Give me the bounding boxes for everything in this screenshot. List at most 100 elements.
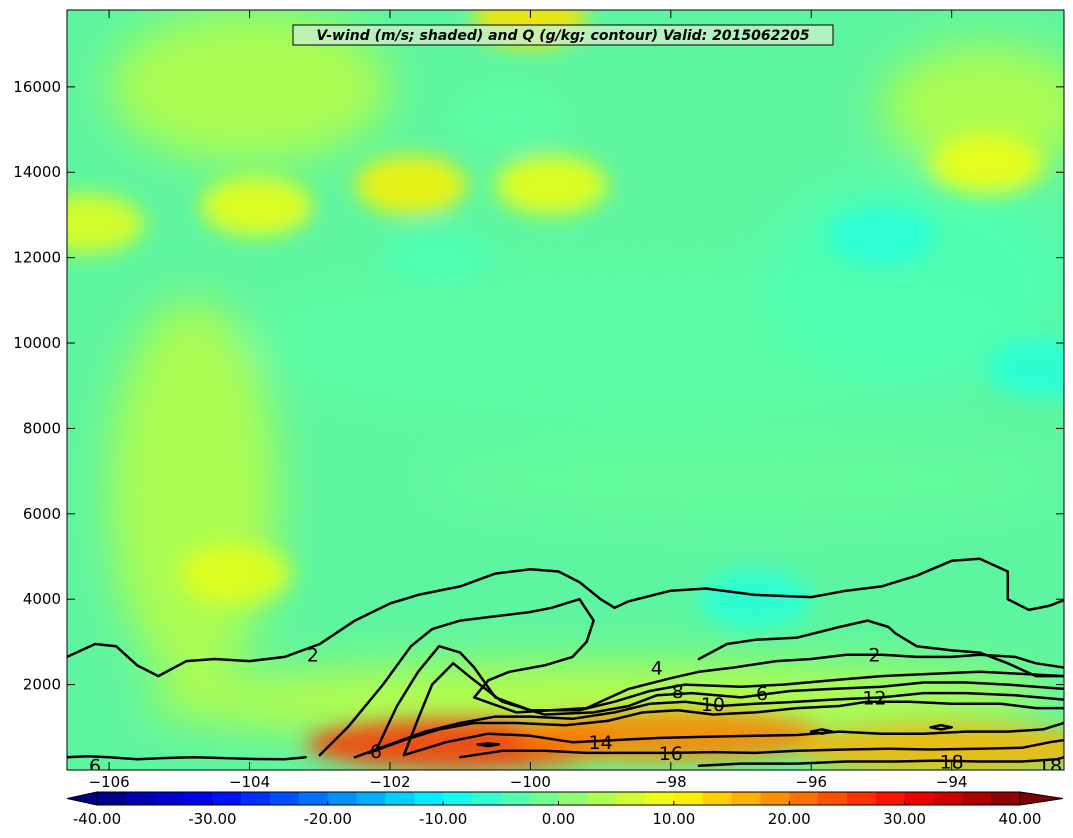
colorbar-tick-label: -30.00	[188, 810, 236, 828]
colorbar-segment	[904, 792, 934, 805]
contour-line-q14-7	[402, 721, 1064, 757]
x-tick-label: −104	[229, 773, 270, 791]
contour-lines	[67, 557, 1064, 767]
colorbar: -40.00 -30.00 -20.00 -10.00 0.00 10.00 20.00 30…	[66, 791, 1064, 828]
shaded-band-2	[425, 441, 1057, 519]
colorbar-segment	[500, 792, 531, 805]
colorbar-segment	[846, 792, 877, 805]
colorbar-segment	[645, 792, 675, 805]
x-axis: −106 −104 −102 −100 −98 −96 −94	[89, 10, 968, 791]
title-background	[292, 24, 834, 46]
x-tick-label: −100	[510, 773, 551, 791]
shaded-core-4	[930, 133, 1043, 194]
colorbar-segment	[471, 792, 502, 805]
colorbar-segment	[962, 792, 992, 805]
contour-line-q2-13	[476, 742, 501, 748]
x-tick-label: −94	[936, 773, 968, 791]
shaded-core-14	[797, 723, 1064, 770]
shaded-core-10	[382, 227, 496, 288]
contour-label: 6	[370, 741, 382, 763]
colorbar-tick-label: 20.00	[768, 810, 811, 828]
colorbar-segment	[702, 792, 733, 805]
contour-label: 2	[868, 645, 880, 667]
x-tick-label: −98	[655, 773, 687, 791]
contour-line-q2-1	[697, 619, 1064, 678]
colorbar-segment	[933, 792, 963, 805]
colorbar-segment	[212, 792, 242, 805]
contour-line-q6-3	[374, 644, 1064, 753]
colorbar-segment	[154, 792, 185, 805]
shaded-core-2	[354, 155, 468, 215]
contour-line-q12-6	[367, 700, 1064, 755]
colorbar-segment	[673, 792, 704, 805]
shaded-core-7	[825, 206, 938, 267]
colorbar-tick-label: 30.00	[883, 810, 926, 828]
y-axis: 2000 4000 6000 8000 10000 12000 14000 16000	[13, 78, 1064, 694]
colorbar-segment	[183, 792, 213, 805]
x-tick-label: −106	[89, 773, 130, 791]
shaded-core-3	[495, 155, 608, 215]
colorbar-segment	[818, 792, 848, 805]
contour-line-q16-8	[458, 738, 1064, 759]
plot-area: 2 2 4 6 8 10 12 14 16 18 18 6 6	[67, 10, 1064, 778]
contour-label: 6	[89, 756, 101, 778]
colorbar-segment	[789, 792, 819, 805]
contour-label: 16	[659, 743, 683, 765]
contour-line-q18-9	[697, 755, 1064, 767]
colorbar-extend-high	[1019, 791, 1064, 806]
colorbar-tick-label: -10.00	[419, 810, 467, 828]
colorbar-segment	[385, 792, 415, 805]
contour-label: 10	[701, 694, 725, 716]
shaded-core-0	[67, 193, 145, 254]
shaded-core-1	[200, 176, 313, 237]
contour-line-q4-2	[318, 597, 1064, 757]
colorbar-extend-low	[66, 791, 98, 806]
colorbar-segment	[587, 792, 617, 805]
contour-labels: 2 2 4 6 8 10 12 14 16 18 18 6 6	[89, 645, 1062, 778]
colorbar-segment	[270, 792, 300, 805]
colorbar-segment	[529, 792, 559, 805]
contour-label: 14	[589, 732, 613, 754]
y-tick-label: 10000	[13, 334, 61, 352]
contour-label: 18	[1038, 756, 1062, 778]
colorbar-tick-label: -40.00	[73, 810, 121, 828]
colorbar-segment	[875, 792, 906, 805]
y-tick-label: 6000	[23, 505, 61, 523]
colorbar-segment	[327, 792, 358, 805]
contour-label: 4	[651, 658, 663, 680]
y-tick-label: 2000	[23, 676, 61, 694]
contour-line-q10-5	[353, 691, 1064, 759]
colorbar-segment	[443, 792, 473, 805]
contour-label: 12	[862, 687, 886, 709]
contour-line-q2-12	[929, 723, 953, 731]
contour-line-q2-0	[67, 557, 1064, 678]
contour-label: 18	[940, 751, 964, 773]
y-tick-label: 16000	[13, 78, 61, 96]
y-tick-label: 14000	[13, 163, 61, 181]
colorbar-segment	[241, 792, 271, 805]
colorbar-tick-label: 40.00	[999, 810, 1042, 828]
colorbar-segment	[414, 792, 444, 805]
shaded-band-0	[109, 300, 278, 685]
colorbar-segment	[760, 792, 790, 805]
contour-label: 6	[756, 683, 768, 705]
shaded-core-11	[453, 86, 566, 147]
contour-label: 2	[307, 645, 319, 667]
colorbar-segment	[298, 792, 329, 805]
colorbar-segment	[125, 792, 156, 805]
contour-line-q2-10	[67, 755, 307, 761]
colorbar-segment	[97, 792, 127, 805]
plot-frame	[66, 9, 1065, 771]
colorbar-segment	[731, 792, 761, 805]
colorbar-segment	[558, 792, 588, 805]
x-tick-label: −96	[795, 773, 827, 791]
y-tick-label: 12000	[13, 249, 61, 267]
shaded-core-8	[698, 569, 812, 630]
colorbar-tick-label: 0.00	[542, 810, 575, 828]
shaded-core-9	[986, 338, 1064, 399]
contour-label: 8	[672, 681, 684, 703]
y-tick-label: 8000	[23, 419, 61, 437]
y-tick-label: 4000	[23, 590, 61, 608]
title-box: V-wind (m/s; shaded) and Q (g/kg; contou…	[292, 24, 834, 46]
